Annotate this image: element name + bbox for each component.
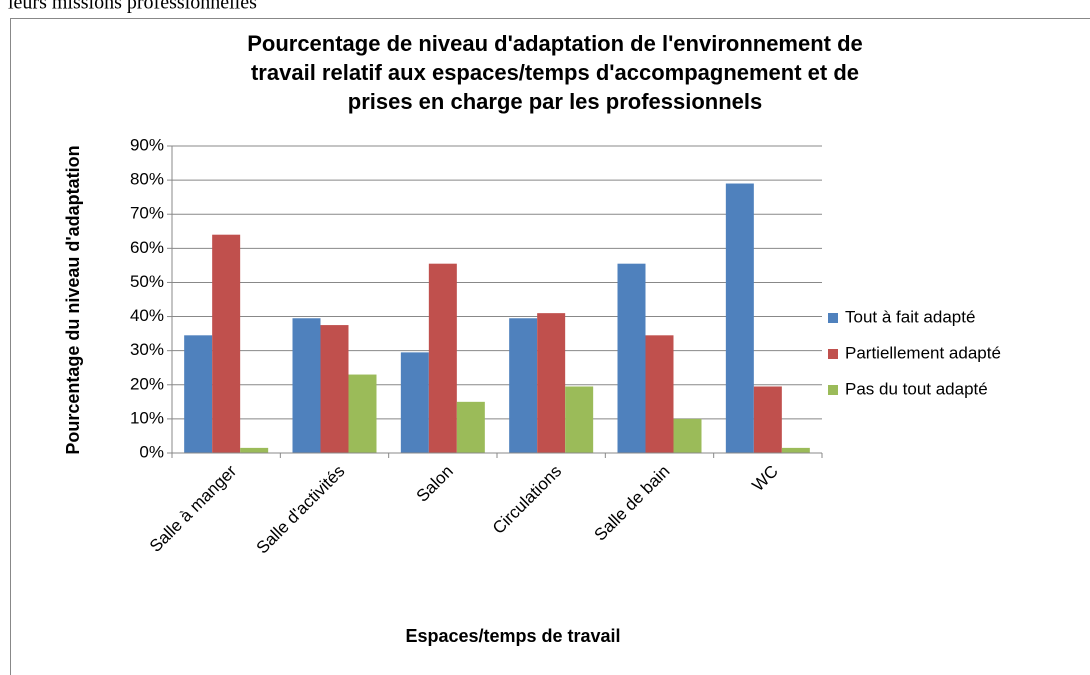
chart-border [10, 18, 1090, 675]
legend-swatch [828, 313, 838, 323]
bar [320, 325, 349, 453]
x-tick-label: Salle de bain [591, 462, 674, 545]
legend-swatch [828, 385, 838, 395]
y-tick-label: 20% [130, 374, 164, 393]
bar [400, 352, 429, 453]
bar [781, 447, 810, 453]
y-tick-label: 70% [130, 204, 164, 223]
y-tick-label: 60% [130, 238, 164, 257]
x-tick-label: Salle d'activités [253, 462, 349, 558]
y-tick-label: 30% [130, 340, 164, 359]
legend-label: Tout à fait adapté [845, 307, 975, 326]
bar [348, 374, 377, 453]
bar [645, 335, 674, 453]
chart-title: prises en charge par les professionnels [348, 89, 763, 114]
chart-title: Pourcentage de niveau d'adaptation de l'… [247, 31, 863, 56]
legend-label: Partiellement adapté [845, 343, 1001, 362]
bar [725, 183, 754, 453]
y-tick-label: 90% [130, 135, 164, 154]
y-tick-label: 10% [130, 408, 164, 427]
bar [509, 318, 538, 453]
bar [184, 335, 213, 453]
legend-label: Pas du tout adapté [845, 379, 988, 398]
bar [617, 263, 646, 453]
bar [753, 386, 782, 453]
bar [565, 386, 594, 453]
y-axis-title: Pourcentage du niveau d'adaptation [63, 145, 83, 454]
bar [673, 418, 702, 453]
x-axis-title: Espaces/temps de travail [405, 626, 620, 646]
bar [537, 313, 566, 453]
chart-title: travail relatif aux espaces/temps d'acco… [251, 60, 859, 85]
y-tick-label: 50% [130, 272, 164, 291]
x-tick-label: WC [748, 462, 781, 495]
x-tick-label: Salon [413, 462, 457, 506]
bar [292, 318, 321, 453]
bar [428, 263, 457, 453]
y-tick-label: 40% [130, 306, 164, 325]
legend-swatch [828, 349, 838, 359]
x-tick-label: Salle à manger [146, 461, 241, 556]
x-tick-label: Circulations [489, 462, 565, 538]
bar [456, 401, 485, 453]
header-text: leurs missions professionnelles [8, 0, 257, 14]
bar [212, 234, 241, 453]
y-tick-label: 80% [130, 170, 164, 189]
bar [240, 447, 269, 453]
y-tick-label: 0% [139, 442, 164, 461]
